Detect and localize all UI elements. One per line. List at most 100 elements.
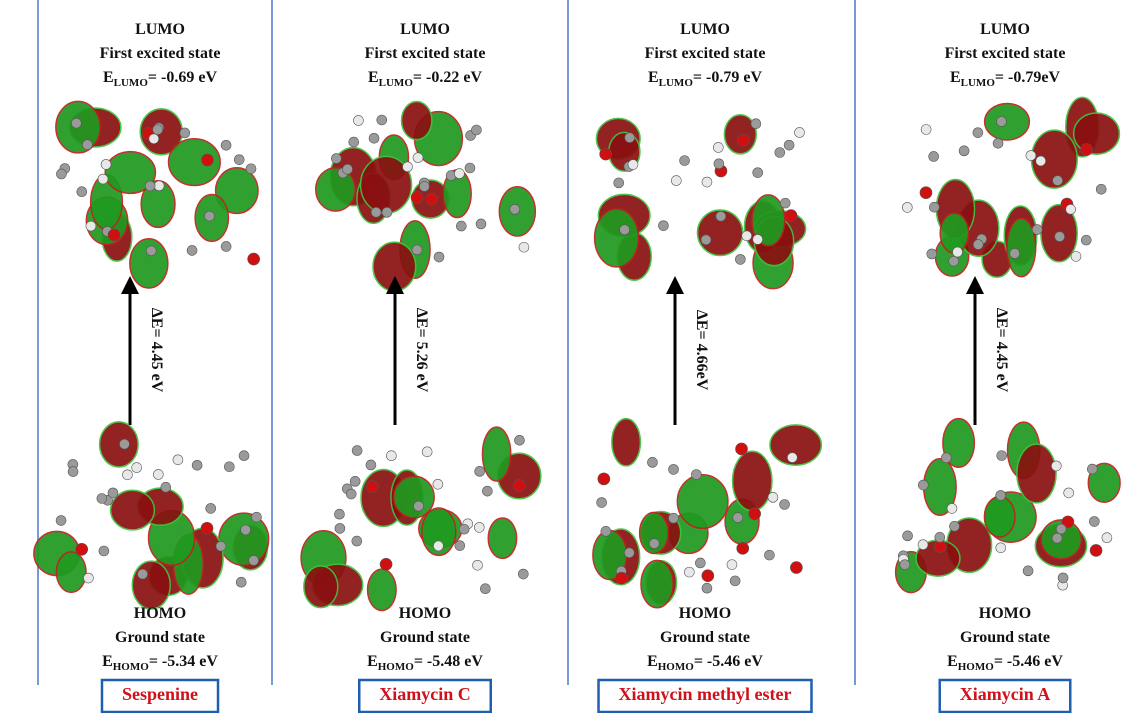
- atom: [749, 508, 761, 520]
- orbital-lobe: [985, 103, 1030, 140]
- atom: [56, 169, 66, 179]
- homo-title: HOMO: [134, 605, 186, 622]
- figure: LUMOFirst excited stateELUMO= -0.69 eVΔE…: [0, 0, 1132, 713]
- atom: [680, 156, 690, 166]
- atom: [785, 210, 797, 222]
- energy-value: = -5.46 eV: [994, 653, 1064, 670]
- atom: [482, 486, 492, 496]
- atom: [413, 153, 423, 163]
- lumo-state: First excited state: [365, 45, 486, 62]
- atom: [790, 562, 802, 574]
- orbital-lobe: [304, 566, 338, 608]
- molecule: [896, 419, 1120, 593]
- energy-gap: ΔE= 5.26 eV: [413, 308, 430, 393]
- atom: [903, 531, 913, 541]
- atom: [519, 242, 529, 252]
- atom: [221, 241, 231, 251]
- atom: [993, 138, 1003, 148]
- atom: [996, 116, 1006, 126]
- energy-subscript: LUMO: [114, 77, 149, 89]
- atom: [1010, 248, 1020, 258]
- energy-symbol: E: [367, 653, 378, 670]
- energy-value: = -0.22 eV: [413, 69, 483, 86]
- atom: [702, 583, 712, 593]
- atom: [953, 247, 963, 257]
- atom: [513, 480, 525, 492]
- atom: [249, 555, 259, 565]
- energy-value: = -5.46 eV: [694, 653, 764, 670]
- atom: [947, 503, 957, 513]
- atom: [737, 542, 749, 554]
- atom: [900, 560, 910, 570]
- compound-name: Sespenine: [122, 684, 198, 704]
- atom: [246, 164, 256, 174]
- atom: [959, 146, 969, 156]
- atom: [386, 451, 396, 461]
- homo-state: Ground state: [660, 629, 750, 646]
- energy-value: = -0.69 eV: [148, 69, 218, 86]
- orbital-lobe: [316, 168, 356, 211]
- atom: [1052, 533, 1062, 543]
- atom: [695, 558, 705, 568]
- atom: [352, 536, 362, 546]
- orbital-lobe: [733, 451, 772, 511]
- atom: [352, 446, 362, 456]
- atom: [248, 253, 260, 265]
- lumo-title: LUMO: [135, 21, 185, 38]
- atom: [624, 548, 634, 558]
- atom: [146, 246, 156, 256]
- homo-title: HOMO: [679, 605, 731, 622]
- orbital-lobe: [373, 242, 416, 291]
- atom: [411, 191, 423, 203]
- energy-gap: ΔE= 4.66eV: [693, 310, 710, 391]
- atom: [684, 567, 694, 577]
- atom: [251, 512, 261, 522]
- atom: [918, 480, 928, 490]
- atom: [780, 198, 790, 208]
- energy-subscript: HOMO: [378, 661, 414, 673]
- molecule: [595, 115, 806, 289]
- atom: [1090, 544, 1102, 556]
- atom: [671, 176, 681, 186]
- energy-subscript: HOMO: [658, 661, 694, 673]
- atom: [192, 460, 202, 470]
- atom: [412, 245, 422, 255]
- atom: [514, 435, 524, 445]
- atom: [702, 177, 712, 187]
- atom: [173, 455, 183, 465]
- atom: [768, 492, 778, 502]
- atom: [180, 128, 190, 138]
- atom: [204, 211, 214, 221]
- atom: [1081, 235, 1091, 245]
- energy-symbol: E: [950, 69, 961, 86]
- atom: [1089, 517, 1099, 527]
- atom: [153, 125, 163, 135]
- atom: [239, 451, 249, 461]
- atom: [733, 513, 743, 523]
- atom: [973, 128, 983, 138]
- atom: [349, 137, 359, 147]
- atom: [701, 235, 711, 245]
- atom: [787, 453, 797, 463]
- atom: [161, 482, 171, 492]
- atom: [1102, 533, 1112, 543]
- energy-symbol: E: [647, 653, 658, 670]
- orbital-lobe: [595, 209, 639, 267]
- atom: [132, 463, 142, 473]
- atom: [97, 494, 107, 504]
- molecule: [902, 97, 1119, 277]
- atom: [1064, 488, 1074, 498]
- atom: [153, 469, 163, 479]
- atom: [714, 159, 724, 169]
- atom: [918, 540, 928, 550]
- atom: [241, 525, 251, 535]
- atom: [471, 125, 481, 135]
- atom: [920, 187, 932, 199]
- lumo-title: LUMO: [400, 21, 450, 38]
- orbital-lobe: [402, 101, 432, 139]
- orbital-lobe: [641, 560, 673, 607]
- orbital-lobe: [677, 475, 728, 529]
- atom: [119, 439, 129, 449]
- energy-label: EHOMO= -5.34 eV: [102, 653, 218, 673]
- orbital-lobe: [394, 476, 434, 518]
